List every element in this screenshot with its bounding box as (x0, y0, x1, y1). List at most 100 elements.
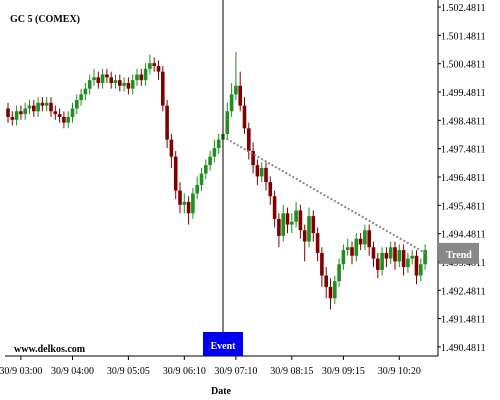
watermark: www.delkos.com (14, 344, 86, 355)
candle-body (277, 218, 281, 236)
candle-body (199, 173, 204, 185)
candle-body (302, 230, 307, 242)
candle-body (354, 238, 359, 256)
candle-body (247, 128, 251, 151)
y-tick-label: 1.501.4811 (441, 31, 486, 42)
event-label: Event (211, 341, 237, 352)
candle-body (135, 74, 139, 81)
candle-body (212, 148, 217, 157)
candle-body (40, 102, 45, 106)
candle-body (105, 74, 109, 78)
y-tick-label: 1.498.4811 (441, 116, 486, 127)
candle-body (397, 250, 402, 262)
candle-body (388, 247, 393, 259)
candle-body (75, 99, 79, 109)
candle-body (264, 167, 268, 183)
candle-body (320, 252, 324, 276)
candle-body (298, 210, 303, 231)
candle-body (66, 116, 70, 123)
y-tick-label: 1.497.4811 (441, 145, 486, 156)
candle-body (204, 165, 208, 174)
candle-body (363, 230, 367, 245)
chart-title: GC 5 (COMEX) (10, 14, 80, 25)
candle-body (23, 108, 27, 115)
candle-body (62, 116, 66, 123)
candle-body (371, 247, 376, 259)
event-tag (203, 332, 243, 356)
candle-body (423, 250, 427, 265)
candle-body (109, 77, 113, 83)
candle-body (118, 80, 122, 86)
candle-body (186, 201, 191, 214)
candle-body (380, 252, 384, 270)
candle-body (414, 255, 419, 276)
candle-body (126, 82, 131, 89)
candle-body (208, 156, 212, 166)
candle-body (419, 264, 423, 276)
candle-body (83, 88, 88, 95)
y-tick-label: 1.495.4811 (441, 201, 486, 212)
candle-body (242, 105, 247, 129)
candle-body (44, 102, 49, 106)
candle-body (178, 190, 182, 205)
candle-body (173, 156, 178, 191)
candle-body (148, 63, 152, 69)
candle-body (333, 281, 337, 299)
candle-body (259, 167, 264, 177)
candle-body (169, 139, 174, 157)
candle-body (70, 108, 75, 117)
candle-body (345, 247, 350, 251)
trend-tag (439, 242, 479, 264)
x-tick-label: 30/9 05:05 (107, 366, 150, 377)
candle-body (57, 114, 62, 117)
candle-body (113, 80, 118, 83)
candle-body (92, 77, 96, 81)
candle-body (410, 255, 414, 259)
candle-body (225, 111, 230, 134)
candle-body (143, 68, 148, 81)
candle-body (161, 71, 165, 106)
candle-body (156, 65, 161, 72)
candle-body (255, 165, 260, 177)
trend-line (222, 135, 426, 254)
candle-body (358, 238, 363, 245)
y-tick-label: 1.496.4811 (441, 173, 486, 184)
x-tick-label: 30/9 08:15 (270, 366, 313, 377)
x-tick-label: 30/9 03:00 (0, 366, 42, 377)
candle-body (324, 275, 328, 287)
candle-body (281, 213, 285, 236)
y-tick-label: 1.499.4811 (441, 88, 486, 99)
candle-body (272, 196, 277, 219)
candle-body (152, 63, 156, 66)
candle-body (130, 80, 135, 89)
candle-body (6, 108, 10, 117)
candle-body (268, 182, 273, 197)
candle-body (87, 80, 92, 89)
candle-body (27, 105, 32, 109)
x-tick-label: 30/9 06:10 (163, 366, 206, 377)
candle-body (182, 201, 187, 205)
y-tick-label: 1.502.4811 (441, 3, 486, 14)
candle-body (229, 94, 234, 112)
candle-body (290, 221, 294, 225)
x-tick-label: 30/9 10:20 (378, 366, 421, 377)
candle-body (393, 247, 397, 262)
candle-body (100, 74, 105, 83)
candle-body (165, 105, 169, 140)
candle-body (384, 252, 389, 259)
candle-body (376, 258, 380, 270)
y-tick-label: 1.494.4811 (441, 230, 486, 241)
candle-body (139, 74, 144, 81)
candle-body (32, 105, 36, 112)
candle-body (251, 150, 255, 166)
candle-body (285, 213, 290, 225)
candle-body (311, 216, 316, 234)
candle-body (401, 250, 406, 268)
candle-body (53, 111, 58, 115)
x-tick-label: 30/9 09:15 (322, 366, 365, 377)
candle-body (406, 258, 410, 268)
candle-body (36, 102, 40, 112)
candle-body (315, 233, 320, 253)
